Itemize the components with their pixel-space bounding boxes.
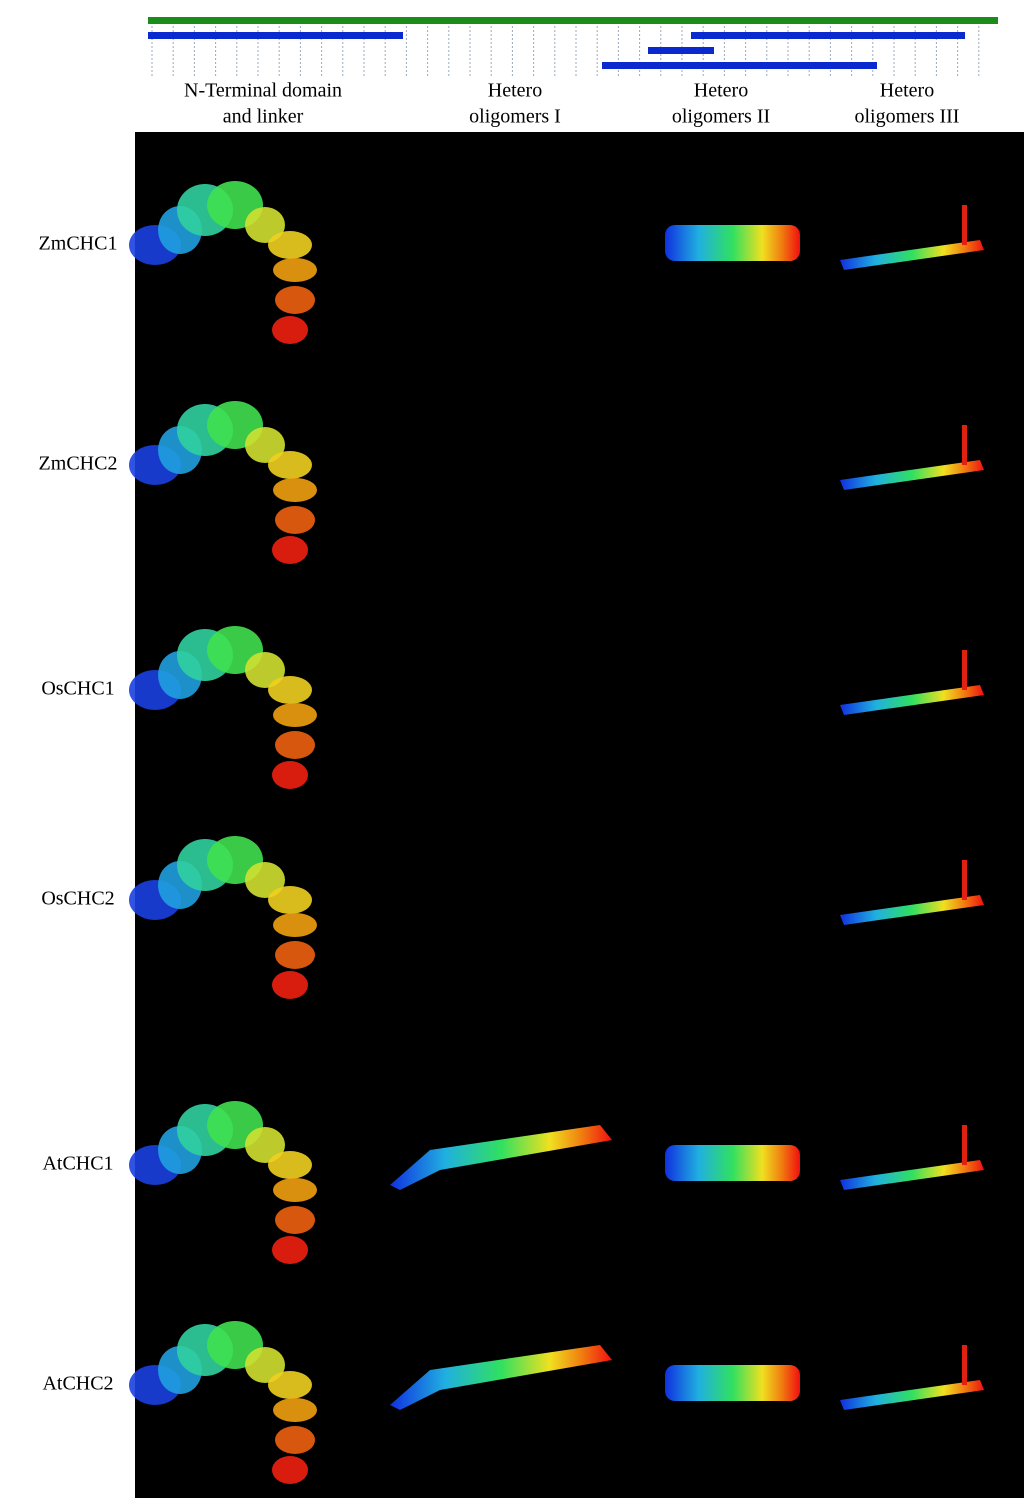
- protein-structure: [840, 1380, 984, 1410]
- protein-structure: [962, 1125, 967, 1165]
- protein-structure: [840, 685, 984, 715]
- protein-structure: [268, 231, 312, 259]
- column-label: oligomers II: [672, 106, 770, 128]
- row-label: ZmCHC1: [39, 233, 118, 255]
- protein-structure: [840, 460, 984, 490]
- sequence-bar: [148, 17, 998, 24]
- column-label: Hetero: [880, 80, 934, 102]
- row-label: AtCHC2: [42, 1373, 113, 1395]
- protein-structure: [245, 652, 285, 688]
- protein-structure: [268, 1151, 312, 1179]
- protein-structure: [272, 1236, 308, 1264]
- protein-structure: [962, 425, 967, 465]
- row-label: OsCHC1: [41, 678, 114, 700]
- row-label: ZmCHC2: [39, 453, 118, 475]
- protein-structure: [273, 1178, 317, 1202]
- protein-structure: [962, 1345, 967, 1385]
- domain-bar: [148, 32, 403, 39]
- protein-structure: [840, 895, 984, 925]
- protein-structure: [245, 1127, 285, 1163]
- protein-structure: [273, 913, 317, 937]
- column-label: Hetero: [694, 80, 748, 102]
- protein-structure: [245, 862, 285, 898]
- structure-panel: [135, 132, 1024, 1498]
- protein-structure: [390, 1345, 612, 1410]
- protein-structure: [840, 240, 984, 270]
- protein-structure: [273, 703, 317, 727]
- protein-structure: [275, 731, 315, 759]
- protein-structure: [272, 316, 308, 344]
- protein-structure: [272, 536, 308, 564]
- protein-structure: [272, 761, 308, 789]
- protein-structure: [962, 650, 967, 690]
- column-label: N-Terminal domain: [184, 80, 342, 102]
- column-label: and linker: [223, 106, 304, 128]
- protein-structure: [275, 1206, 315, 1234]
- column-label: oligomers I: [469, 106, 561, 128]
- protein-structure: [840, 1160, 984, 1190]
- protein-structure: [390, 1125, 612, 1190]
- protein-structure: [962, 205, 967, 245]
- protein-structure: [665, 1145, 800, 1181]
- protein-structure: [272, 1456, 308, 1484]
- protein-structure: [273, 258, 317, 282]
- protein-structure: [665, 1365, 800, 1401]
- protein-structure: [268, 451, 312, 479]
- protein-structure: [275, 941, 315, 969]
- protein-structure: [272, 971, 308, 999]
- protein-structure: [268, 1371, 312, 1399]
- column-label: Hetero: [488, 80, 542, 102]
- protein-structure: [268, 676, 312, 704]
- domain-bar: [691, 32, 965, 39]
- row-label: AtCHC1: [42, 1153, 113, 1175]
- protein-structure: [245, 1347, 285, 1383]
- domain-bar: [602, 62, 877, 69]
- protein-structure: [665, 225, 800, 261]
- protein-structure: [275, 506, 315, 534]
- row-label: OsCHC2: [41, 888, 114, 910]
- column-label: oligomers III: [855, 106, 960, 128]
- protein-structure: [273, 1398, 317, 1422]
- protein-structure: [245, 427, 285, 463]
- protein-structure: [275, 1426, 315, 1454]
- protein-structure: [275, 286, 315, 314]
- protein-structure: [273, 478, 317, 502]
- protein-structure: [245, 207, 285, 243]
- protein-structure: [268, 886, 312, 914]
- domain-bar: [648, 47, 714, 54]
- protein-structure: [962, 860, 967, 900]
